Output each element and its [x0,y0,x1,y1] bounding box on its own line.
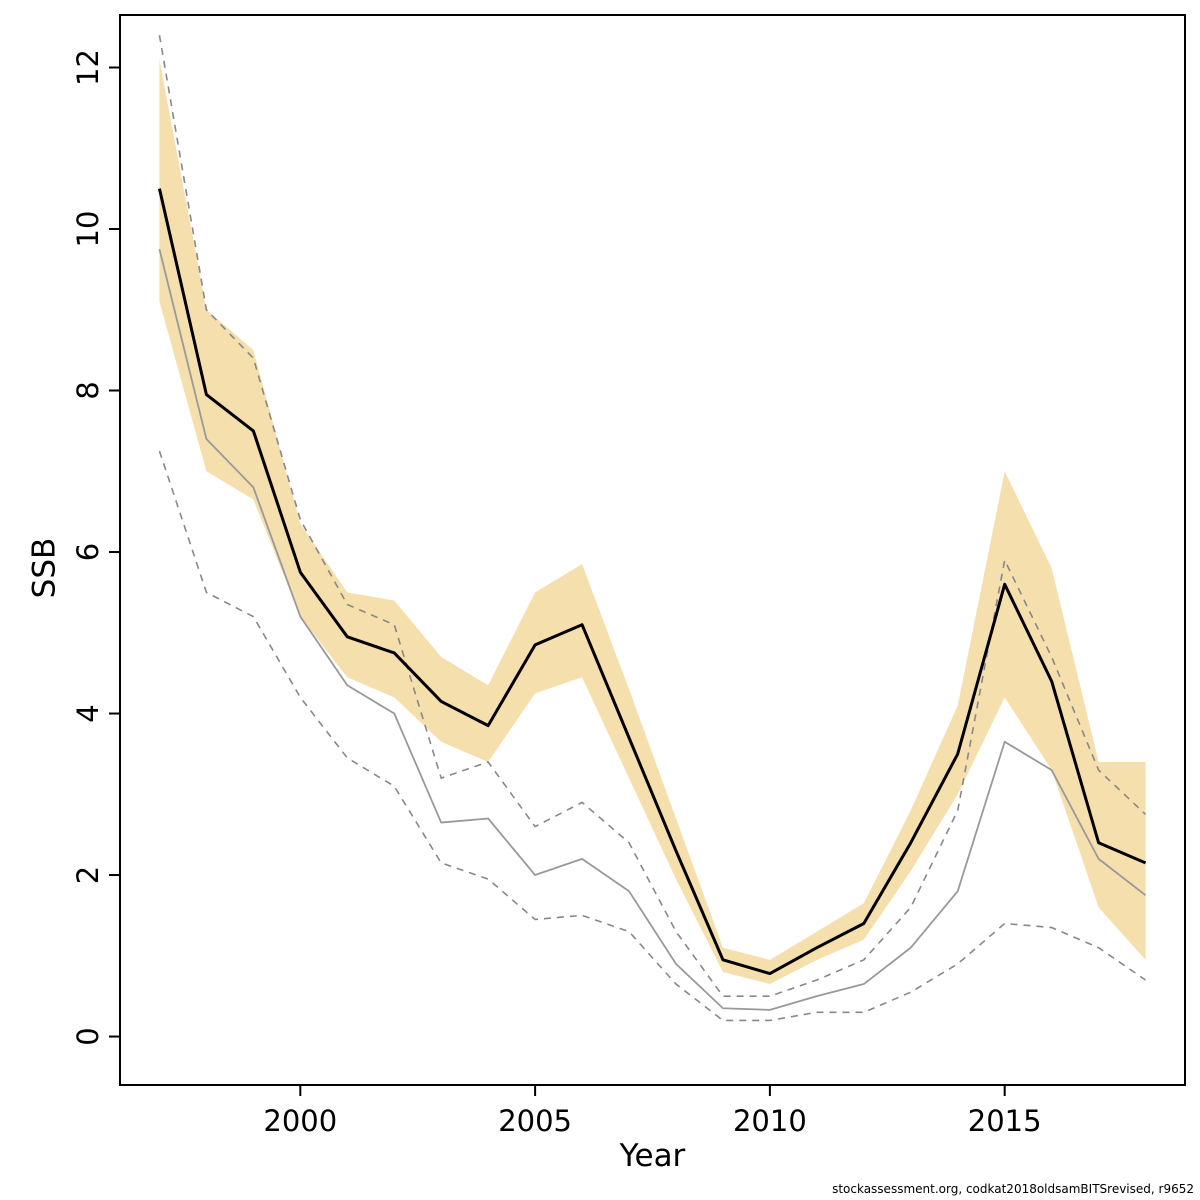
x-axis-label: Year [0,1138,1200,1174]
y-tick-label: 4 [71,704,105,722]
y-tick-label: 10 [71,211,105,248]
plot-frame [119,14,1186,1086]
y-tick-label: 12 [71,49,105,86]
x-axis-label-text: Year [619,1138,686,1174]
comparison-ci-lower-line [158,450,1147,1022]
x-tick-label: 2010 [733,1104,807,1138]
attribution-text: stockassessment.org, codkat2018oldsamBIT… [832,1182,1194,1196]
y-tick-label: 8 [71,381,105,399]
x-tick-label: 2015 [968,1104,1042,1138]
comparison-run-line [158,248,1147,1011]
y-axis-label: SSB [26,537,63,599]
x-tick-label: 2000 [263,1104,337,1138]
y-tick-label: 6 [71,543,105,561]
x-tick-label: 2005 [498,1104,572,1138]
y-tick-label: 0 [71,1027,105,1045]
y-tick-label: 2 [71,866,105,884]
ssb-estimate-line [157,188,1147,976]
ssb-confidence-band [159,59,1146,985]
axes: 0 2 4 6 8 10 12 2000 2005 2010 2015 [71,49,1042,1138]
plot-region [157,35,1147,1022]
comparison-ci-upper-line [158,35,1147,997]
